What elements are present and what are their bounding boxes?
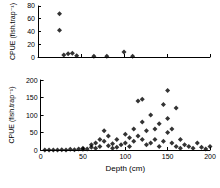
svg-text:150: 150 <box>162 153 174 160</box>
svg-text:80: 80 <box>27 2 35 9</box>
svg-text:0: 0 <box>39 153 43 160</box>
svg-text:60: 60 <box>27 15 35 22</box>
svg-text:50: 50 <box>30 129 38 136</box>
svg-text:CPUE (fish.trap⁻¹): CPUE (fish.trap⁻¹) <box>9 3 17 60</box>
svg-text:150: 150 <box>26 94 38 101</box>
svg-text:200: 200 <box>204 153 216 160</box>
svg-text:40: 40 <box>27 28 35 35</box>
svg-text:CPUE (fish.trap⁻¹): CPUE (fish.trap⁻¹) <box>8 87 16 144</box>
svg-text:0: 0 <box>31 54 35 61</box>
svg-text:200: 200 <box>26 77 38 84</box>
svg-text:20: 20 <box>27 41 35 48</box>
svg-text:Depth (cm): Depth (cm) <box>106 164 146 173</box>
svg-text:100: 100 <box>26 112 38 119</box>
svg-text:50: 50 <box>79 153 87 160</box>
svg-text:100: 100 <box>119 153 131 160</box>
svg-text:0: 0 <box>34 147 38 154</box>
